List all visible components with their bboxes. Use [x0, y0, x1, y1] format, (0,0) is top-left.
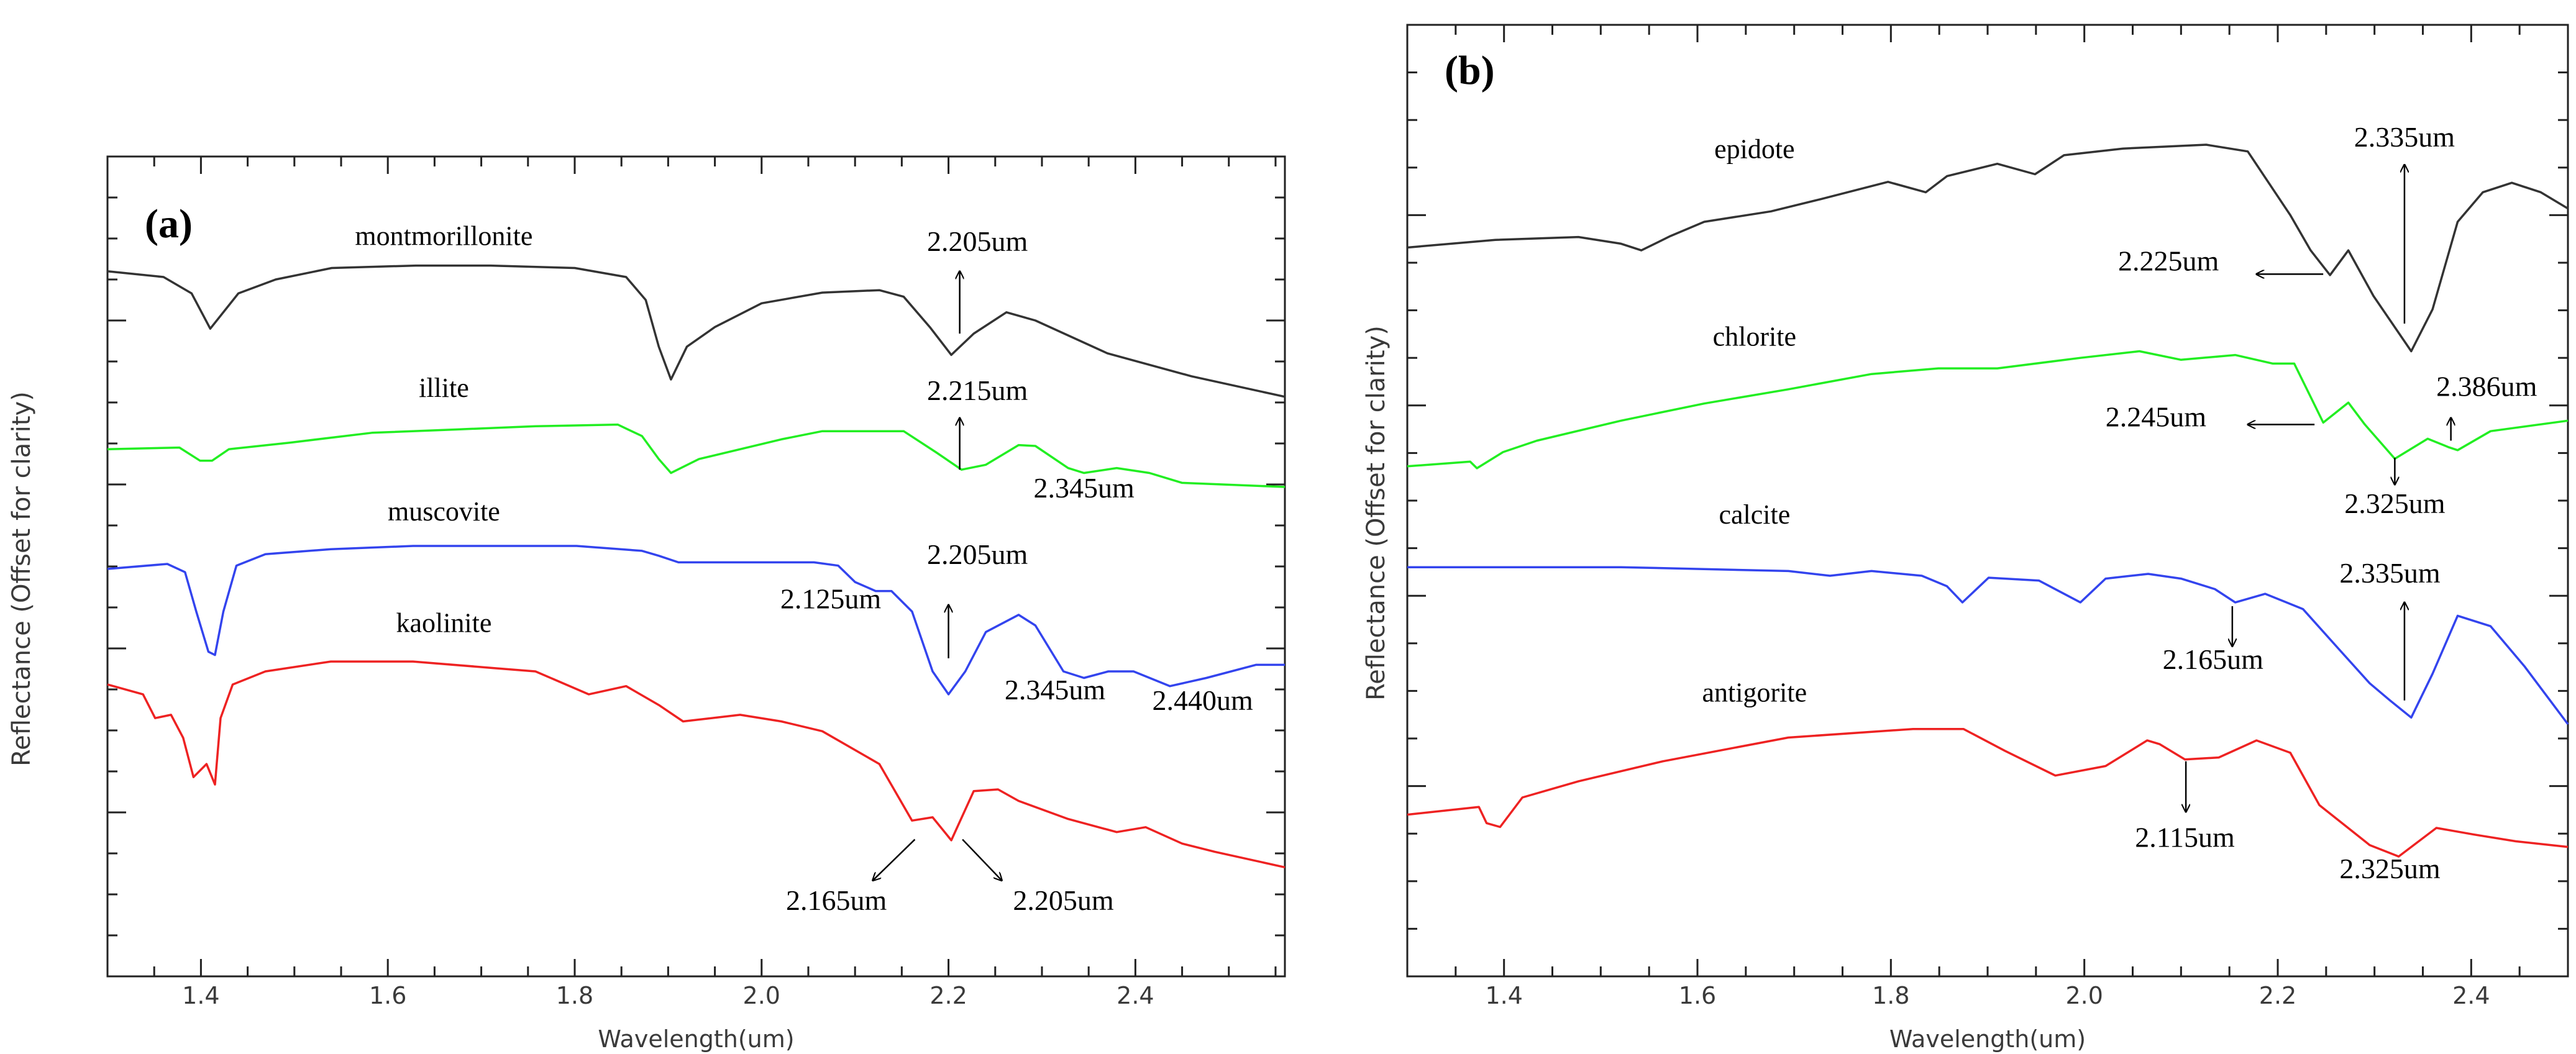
y-axis-label: Reflectance (Offset for clarity) [1362, 325, 1391, 701]
y-axis-label: Reflectance (Offset for clarity) [7, 391, 36, 766]
series-label: muscovite [388, 496, 500, 527]
annotation-label: 2.245um [2106, 401, 2207, 433]
x-tick-label: 2.0 [2065, 982, 2103, 1009]
panel-a: 1.4 1.6 1.8 2.0 2.2 2.4 Wavelength(um) Reflecta… [7, 155, 1286, 1053]
x-tick-label: 2.4 [1117, 982, 1154, 1009]
x-tick-label: 1.4 [1485, 982, 1522, 1009]
annotation-label: 2.335um [2354, 121, 2455, 153]
annotation-label: 2.115um [2135, 822, 2235, 853]
series-line-illite [107, 423, 1286, 488]
series-label: illite [419, 373, 469, 403]
annotation-label: 2.215um [927, 375, 1028, 406]
series-line-montmorillonite [107, 264, 1286, 398]
panel-b: 1.4 1.6 1.8 2.0 2.2 2.4 Wavelength(um) Reflecta… [1362, 24, 2569, 1053]
x-tick-label: 2.0 [743, 982, 780, 1009]
series-label: montmorillonite [355, 221, 532, 252]
annotation-label: 2.345um [1005, 674, 1106, 706]
series-label: chlorite [1713, 321, 1796, 352]
x-axis-label: Wavelength(um) [1889, 1025, 2086, 1053]
annotation-label: 2.165um [2163, 643, 2264, 675]
x-tick-label: 2.4 [2452, 982, 2490, 1009]
panel-label: (b) [1445, 48, 1495, 93]
annotation-label: 2.325um [2344, 488, 2446, 519]
series-line-kaolinite [107, 660, 1286, 869]
annotation-label: 2.440um [1153, 684, 1254, 716]
x-tick-label: 1.4 [182, 982, 219, 1009]
series-line-muscovite [107, 545, 1285, 696]
annotation-label: 2.325um [2339, 853, 2441, 884]
annotation-label: 2.125um [780, 583, 882, 614]
x-tick-label: 1.8 [556, 982, 593, 1009]
series-label: kaolinite [396, 608, 491, 638]
series-label: epidote [1714, 134, 1795, 164]
series-line-antigorite [1407, 727, 2569, 858]
annotation-label: 2.205um [927, 538, 1028, 570]
series-line-calcite [1407, 566, 2569, 725]
annotation-label: 2.205um [927, 225, 1028, 257]
series-line-chlorite [1407, 350, 2569, 470]
plot-frame [106, 155, 1286, 978]
annotation-label: 2.225um [2118, 245, 2219, 276]
annotation-arrow [873, 838, 916, 881]
x-tick-label: 2.2 [2259, 982, 2296, 1009]
x-tick-label: 2.2 [929, 982, 967, 1009]
series-label: calcite [1719, 499, 1790, 530]
annotation-arrow [962, 838, 1002, 881]
x-tick-label: 1.8 [1872, 982, 1909, 1009]
annotation-label: 2.345um [1034, 472, 1135, 504]
annotation-label: 2.165um [786, 884, 887, 916]
annotation-label: 2.335um [2339, 557, 2441, 589]
series-label: antigorite [1702, 677, 1807, 707]
panel-label: (a) [145, 201, 193, 247]
x-tick-label: 1.6 [369, 982, 406, 1009]
series-line-epidote [1407, 143, 2569, 353]
annotation-label: 2.205um [1013, 884, 1114, 916]
x-axis-label: Wavelength(um) [598, 1025, 794, 1053]
annotation-label: 2.386um [2436, 370, 2537, 402]
x-tick-label: 1.6 [1679, 982, 1716, 1009]
